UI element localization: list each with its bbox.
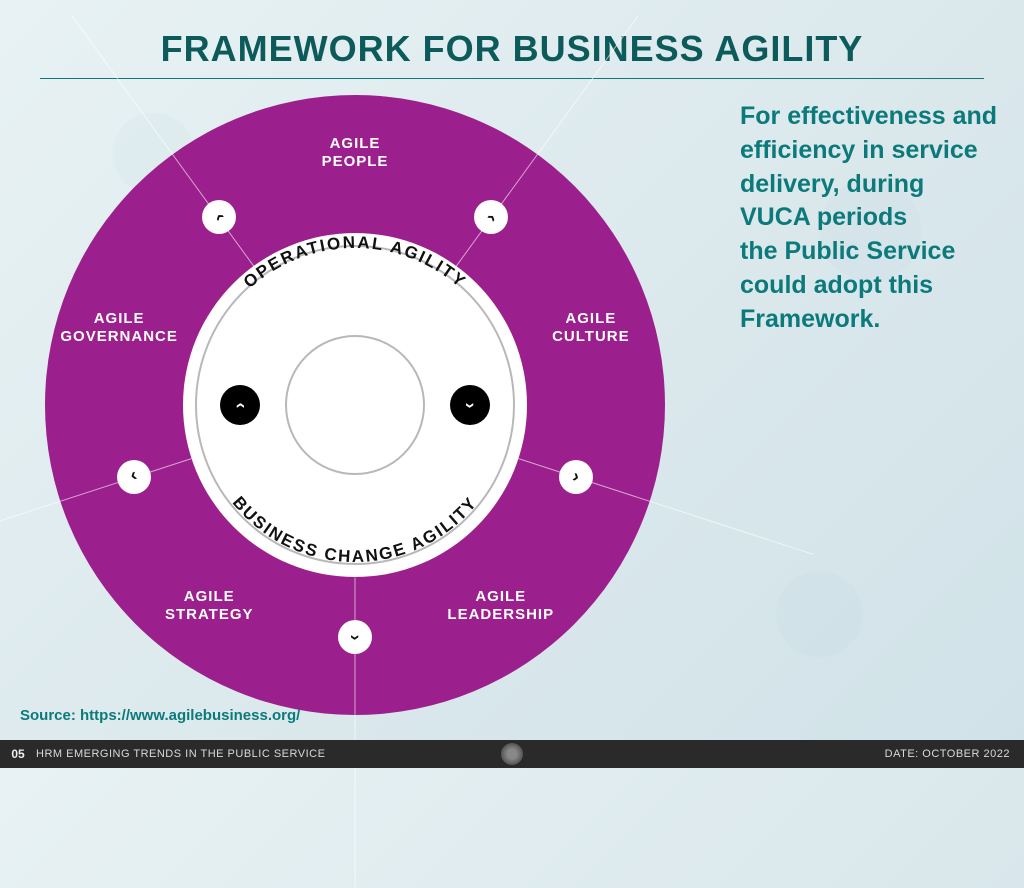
page-title: FRAMEWORK FOR BUSINESS AGILITY [0,28,1024,70]
svg-text:OPERATIONAL AGILITY: OPERATIONAL AGILITY [240,233,470,292]
footer-title: HRM EMERGING TRENDS IN THE PUBLIC SERVIC… [36,748,885,760]
svg-text:BUSINESS CHANGE AGILITY: BUSINESS CHANGE AGILITY [229,493,481,566]
page-number: 05 [0,747,36,761]
footer-bar: 05 HRM EMERGING TRENDS IN THE PUBLIC SER… [0,740,1024,768]
footer-emblem-icon [501,743,523,765]
agility-framework-diagram: AGILE PEOPLEAGILE CULTUREAGILE LEADERSHI… [45,95,665,715]
source-citation: Source: https://www.agilebusiness.org/ [20,707,300,724]
footer-date: DATE: OCTOBER 2022 [885,748,1024,760]
curved-labels: OPERATIONAL AGILITY BUSINESS CHANGE AGILI… [45,95,665,715]
description-text: For effectiveness and efficiency in serv… [740,100,1000,336]
title-underline [40,78,984,79]
